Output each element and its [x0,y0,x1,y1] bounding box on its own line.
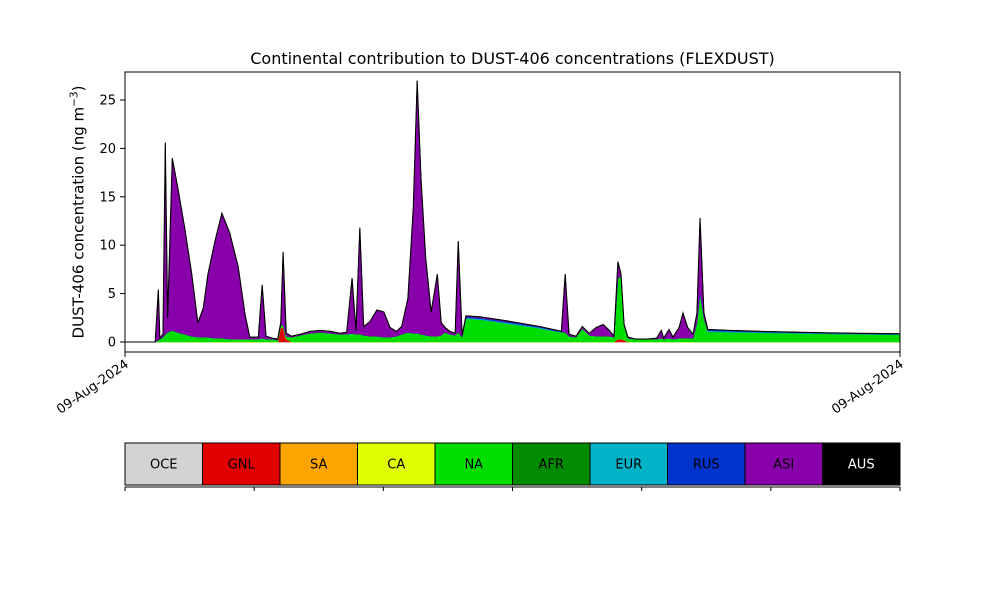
legend-label-eur: EUR [615,458,642,473]
legend-label-sa: SA [310,458,327,473]
y-tick-label: 10 [99,239,116,254]
y-tick-label: 0 [108,336,116,351]
legend-label-oce: OCE [150,458,178,473]
y-axis-label: DUST-406 concentration (ng m−3) [69,86,88,339]
y-axis-label-text: DUST-406 concentration (ng m [69,106,88,339]
legend-label-afr: AFR [539,458,564,473]
legend-swatch-eur [589,442,668,486]
legend-swatch-ca [357,442,436,486]
legend-swatch-gnl [202,442,281,486]
legend-label-aus: AUS [848,458,875,473]
area-series-asi [125,80,901,343]
chart-title: Continental contribution to DUST-406 con… [250,49,775,68]
total-outline [125,80,901,343]
legend-swatch-rus [667,442,746,486]
legend-label-asi: ASI [773,458,794,473]
y-tick-label: 15 [99,190,116,205]
legend-swatch-aus [822,442,901,486]
legend-label-ca: CA [387,458,405,473]
legend-swatch-na [434,442,513,486]
legend-swatch-afr [512,442,591,486]
legend-label-gnl: GNL [228,458,256,473]
y-tick-label: 25 [99,94,116,109]
plot-border [124,71,901,353]
legend-label-na: NA [464,458,483,473]
y-tick-label: 5 [108,287,116,302]
legend-swatch-sa [279,442,358,486]
legend-label-rus: RUS [693,458,720,473]
y-axis-label-suffix: ) [69,85,88,92]
y-tick-label: 20 [99,142,116,157]
y-axis-label-exponent: −3 [68,91,81,107]
